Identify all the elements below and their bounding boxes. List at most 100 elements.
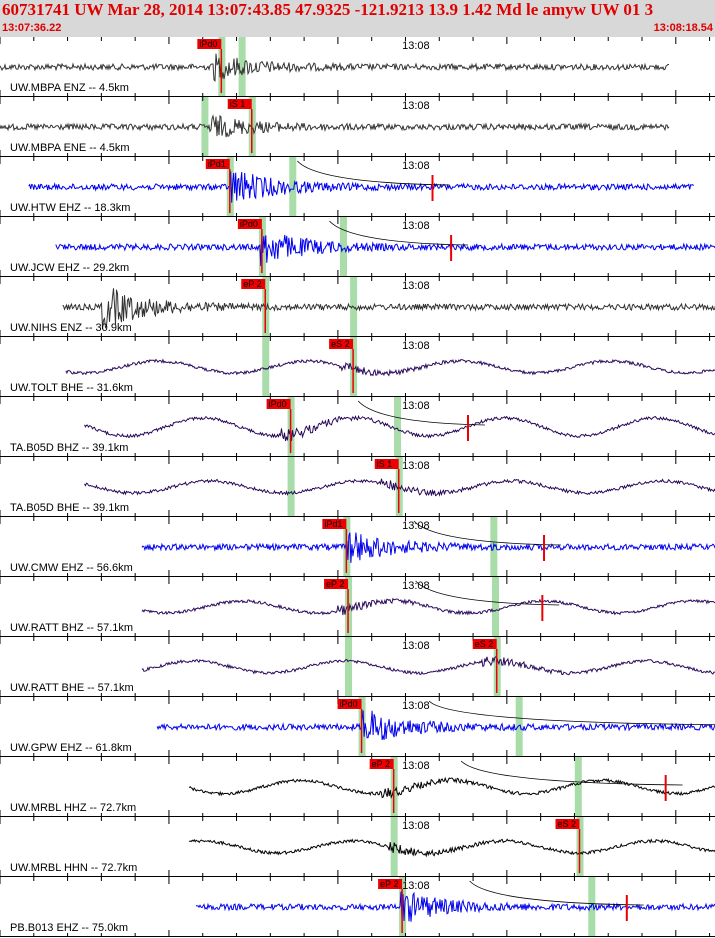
travel-time-curve xyxy=(329,220,469,246)
minute-label: 13:08 xyxy=(402,220,430,232)
pick-flag xyxy=(266,399,291,409)
minute-label: 13:08 xyxy=(402,460,430,472)
pick-flag xyxy=(329,339,354,349)
trace-row: 13:08 iPd0 TA.B05D BHZ -- 39.1km xyxy=(0,397,715,457)
pick-label: iS 1 xyxy=(377,459,393,469)
trace-row: 13:08 eP 2 UW.RATT BHZ -- 57.1km xyxy=(0,577,715,637)
station-label: UW.MRBL HHN -- 72.7km xyxy=(10,862,137,874)
minute-label: 13:08 xyxy=(402,640,430,652)
travel-time-curve xyxy=(357,400,485,426)
minute-label: 13:08 xyxy=(402,580,430,592)
minute-label: 13:08 xyxy=(402,880,430,892)
pick-label: eP 2 xyxy=(326,579,344,589)
minute-label: 13:08 xyxy=(402,280,430,292)
minute-label: 13:08 xyxy=(402,400,430,412)
trace-row: 13:08 eS 2 UW.MRBL HHN -- 72.7km xyxy=(0,817,715,877)
minute-label: 13:08 xyxy=(402,160,430,172)
phase-band xyxy=(262,337,270,397)
waveform xyxy=(141,597,715,616)
header-bar: 60731741 UW Mar 28, 2014 13:07:43.85 47.… xyxy=(0,0,715,37)
travel-time-curve xyxy=(469,880,644,906)
pick-flag xyxy=(322,519,347,529)
pick-label: eS 2 xyxy=(475,639,494,649)
pick-label: iPd0 xyxy=(240,219,258,229)
travel-time-curve xyxy=(297,160,450,186)
minute-label: 13:08 xyxy=(402,100,430,112)
travel-time-curve xyxy=(428,700,715,726)
trace-row: 13:08 iPd0 UW.MBPA ENZ -- 4.5km xyxy=(0,37,715,97)
pick-flag xyxy=(227,99,252,109)
pick-flag xyxy=(205,159,230,169)
pick-flag xyxy=(197,39,222,49)
trace-row: 13:08 eP 2 UW.NIHS ENZ -- 30.9km xyxy=(0,277,715,337)
phase-band xyxy=(339,217,347,277)
phase-band xyxy=(238,37,246,97)
waveform xyxy=(141,656,715,676)
station-label: UW.GPW EHZ -- 61.8km xyxy=(10,742,132,754)
event-title: 60731741 UW Mar 28, 2014 13:07:43.85 47.… xyxy=(2,0,654,19)
pick-label: iPd0 xyxy=(199,39,217,49)
minute-label: 13:08 xyxy=(402,40,430,52)
waveform xyxy=(28,171,695,203)
pick-flag xyxy=(472,639,497,649)
minute-label: 13:08 xyxy=(402,700,430,712)
pick-label: iPd1 xyxy=(208,159,226,169)
trace-row: 13:08 eS 2 UW.TOLT BHE -- 31.6km xyxy=(0,337,715,397)
waveform xyxy=(0,53,669,82)
trace-row: 13:08 iS 1 TA.B05D BHE -- 39.1km xyxy=(0,457,715,517)
pick-flag xyxy=(369,759,394,769)
station-label: UW.JCW EHZ -- 29.2km xyxy=(10,262,129,274)
minute-label: 13:08 xyxy=(402,760,430,772)
pick-label: eP 2 xyxy=(243,279,261,289)
seismogram-record-section: 13:08 iPd0 UW.MBPA ENZ -- 4.5km 13:08 iS 1 UW… xyxy=(0,37,715,937)
pick-flag xyxy=(337,699,362,709)
phase-band xyxy=(588,877,596,937)
station-label: UW.TOLT BHE -- 31.6km xyxy=(10,382,133,394)
trace-row: 13:08 eP 2 UW.MRBL HHZ -- 72.7km xyxy=(0,757,715,817)
station-label: UW.MBPA ENE -- 4.5km xyxy=(10,142,130,154)
waveform xyxy=(55,232,715,267)
phase-band xyxy=(345,637,353,697)
station-label: UW.MBPA ENZ -- 4.5km xyxy=(10,82,129,94)
pick-label: iS 1 xyxy=(230,99,246,109)
pick-label: iPd1 xyxy=(324,519,342,529)
pick-flag xyxy=(241,279,266,289)
waveform xyxy=(156,710,715,741)
travel-time-curve xyxy=(413,520,561,546)
trace-row: 13:08 iPd0 UW.GPW EHZ -- 61.8km xyxy=(0,697,715,757)
waveform xyxy=(65,358,715,377)
minute-label: 13:08 xyxy=(402,340,430,352)
waveform xyxy=(62,288,715,329)
waveform xyxy=(84,414,715,442)
trace-row: 13:08 eP 2 PB.B013 EHZ -- 75.0km xyxy=(0,877,715,937)
pick-label: eS 2 xyxy=(331,339,350,349)
minute-label: 13:08 xyxy=(402,820,430,832)
pick-label: eP 2 xyxy=(372,759,390,769)
phase-band xyxy=(492,577,500,637)
window-start-time: 13:07:36.22 xyxy=(2,22,62,34)
phase-band xyxy=(289,157,297,217)
waveform xyxy=(141,532,715,563)
phase-band xyxy=(574,757,582,817)
pick-label: iPd0 xyxy=(340,699,358,709)
station-label: UW.MRBL HHZ -- 72.7km xyxy=(10,802,136,814)
trace-row: 13:08 eS 2 UW.RATT BHE -- 57.1km xyxy=(0,637,715,697)
waveform xyxy=(0,114,670,138)
station-label: TA.B05D BHZ -- 39.1km xyxy=(10,442,128,454)
station-label: UW.RATT BHZ -- 57.1km xyxy=(10,622,133,634)
pick-flag xyxy=(378,879,403,889)
trace-row: 13:08 iS 1 UW.MBPA ENE -- 4.5km xyxy=(0,97,715,157)
phase-band xyxy=(394,397,402,457)
pick-flag xyxy=(555,819,580,829)
phase-band xyxy=(287,457,295,517)
trace-row: 13:08 iPd1 UW.CMW EHZ -- 56.6km xyxy=(0,517,715,577)
pick-label: eS 2 xyxy=(558,819,577,829)
travel-time-curve xyxy=(415,580,560,606)
station-label: TA.B05D BHE -- 39.1km xyxy=(10,502,129,514)
pick-label: iPd0 xyxy=(269,399,287,409)
pick-label: eP 2 xyxy=(380,879,398,889)
waveform xyxy=(189,838,715,858)
station-label: UW.RATT BHE -- 57.1km xyxy=(10,682,134,694)
waveform xyxy=(84,478,715,497)
trace-row: 13:08 iPd1 UW.HTW EHZ -- 18.3km xyxy=(0,157,715,217)
